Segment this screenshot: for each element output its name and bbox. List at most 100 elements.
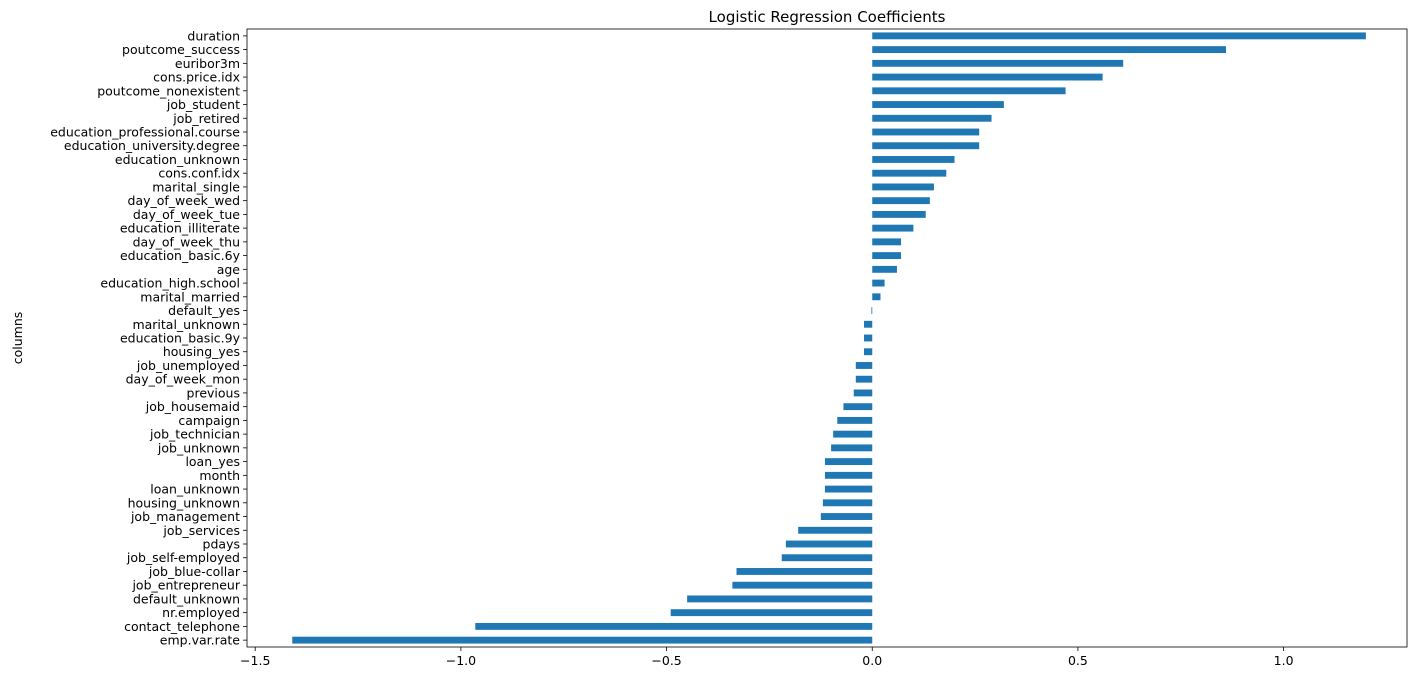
y-tick-label: job_unemployed (136, 358, 240, 373)
y-tick-label: job_services (162, 523, 240, 538)
y-tick-label: education_unknown (115, 152, 240, 167)
bar-education_illiterate (872, 224, 914, 232)
x-tick-label: −1.5 (240, 653, 270, 668)
bar-contact_telephone (475, 622, 873, 630)
y-tick-label: job_technician (149, 427, 240, 442)
bar-job_technician (833, 430, 873, 438)
bar-duration (872, 32, 1366, 40)
chart-title: Logistic Regression Coefficients (709, 8, 946, 26)
y-axis-label: columns (10, 312, 25, 365)
bar-day_of_week_thu (872, 238, 902, 246)
bar-job_retired (872, 114, 992, 122)
bar-education_university.degree (872, 142, 980, 150)
bar-euribor3m (872, 59, 1124, 67)
y-tick-label: job_student (166, 97, 240, 112)
y-tick-label: education_illiterate (120, 221, 240, 236)
y-tick-label: job_self-employed (126, 550, 240, 565)
plot-frame (246, 28, 1408, 648)
y-tick-label: poutcome_nonexistent (97, 83, 240, 98)
y-ticks-group: durationpoutcome_successeuribor3mcons.pr… (50, 28, 247, 648)
y-tick-label: education_high.school (100, 276, 240, 291)
x-tick-label: 1.0 (1274, 653, 1294, 668)
y-tick-label: euribor3m (175, 56, 240, 71)
bar-loan_unknown (824, 485, 873, 493)
bar-age (872, 265, 897, 273)
y-tick-label: job_blue-collar (148, 564, 241, 579)
bar-marital_married (872, 293, 881, 301)
y-tick-label: job_unknown (157, 440, 240, 455)
bar-education_professional.course (872, 128, 980, 136)
y-tick-label: day_of_week_tue (133, 207, 240, 222)
bar-pdays (785, 540, 873, 548)
y-tick-label: loan_yes (185, 454, 240, 469)
y-tick-label: emp.var.rate (160, 633, 240, 648)
y-tick-label: pdays (203, 537, 240, 552)
y-tick-label: marital_single (152, 179, 240, 194)
x-tick-label: −1.0 (446, 653, 476, 668)
y-tick-label: day_of_week_wed (128, 193, 240, 208)
bar-housing_unknown (822, 499, 873, 507)
y-tick-label: duration (187, 28, 240, 43)
y-tick-label: default_unknown (133, 591, 240, 606)
bar-job_self-employed (781, 554, 873, 562)
bar-poutcome_nonexistent (872, 87, 1066, 95)
bar-cons.price.idx (872, 73, 1103, 81)
bar-previous (853, 389, 873, 397)
bar-emp.var.rate (292, 636, 873, 644)
bar-housing_yes (864, 348, 873, 356)
bar-job_management (820, 513, 873, 520)
bar-month (824, 471, 873, 479)
y-tick-label: job_retired (172, 111, 240, 126)
bar-cons.conf.idx (872, 169, 947, 177)
x-tick-label: 0.5 (1068, 653, 1088, 668)
y-tick-label: job_management (130, 509, 240, 524)
bar-loan_yes (824, 458, 873, 466)
bar-education_unknown (872, 156, 955, 163)
bar-poutcome_success (872, 46, 1227, 54)
y-tick-label: day_of_week_mon (126, 372, 240, 387)
bar-job_student (872, 101, 1004, 108)
y-tick-label: cons.price.idx (153, 70, 240, 85)
bars-group (292, 32, 1366, 644)
x-tick-label: −0.5 (651, 653, 681, 668)
bar-job_unemployed (855, 362, 873, 369)
bar-day_of_week_wed (872, 197, 930, 205)
y-tick-label: nr.employed (162, 605, 240, 620)
x-ticks-group: −1.5 −1.0 −0.5 0.0 0.5 1.0 (240, 647, 1294, 668)
y-tick-label: loan_unknown (150, 482, 240, 497)
bar-day_of_week_mon (855, 375, 873, 383)
y-tick-label: housing_unknown (128, 495, 240, 510)
y-tick-label: job_housemaid (145, 399, 240, 414)
x-tick-label: 0.0 (862, 653, 882, 668)
bar-education_high.school (872, 279, 885, 287)
y-tick-label: day_of_week_thu (133, 234, 240, 249)
bar-education_basic.6y (872, 252, 902, 260)
bar-job_blue-collar (736, 568, 873, 575)
bar-job_housemaid (843, 403, 873, 411)
y-tick-label: education_professional.course (50, 125, 240, 140)
y-tick-label: campaign (178, 413, 240, 428)
y-tick-label: marital_unknown (132, 317, 240, 332)
bar-education_basic.9y (864, 334, 873, 342)
y-tick-label: marital_married (140, 289, 240, 304)
bar-day_of_week_tue (872, 210, 926, 218)
bar-campaign (837, 416, 873, 424)
bar-default_yes (871, 307, 873, 314)
bar-marital_single (872, 183, 934, 191)
y-tick-label: education_university.degree (64, 138, 240, 153)
y-tick-label: poutcome_success (122, 42, 240, 57)
y-tick-label: education_basic.9y (120, 331, 241, 346)
bar-job_entrepreneur (732, 581, 873, 589)
y-tick-label: contact_telephone (124, 619, 240, 634)
y-tick-label: cons.conf.idx (158, 166, 240, 181)
bar-marital_unknown (864, 320, 873, 328)
y-tick-label: default_yes (168, 303, 240, 318)
y-tick-label: age (217, 262, 241, 277)
bar-default_unknown (687, 595, 873, 603)
bar-job_unknown (831, 444, 873, 452)
y-tick-label: month (199, 468, 240, 483)
y-tick-label: previous (187, 385, 240, 400)
y-tick-label: education_basic.6y (120, 248, 241, 263)
bar-nr.employed (670, 609, 873, 617)
